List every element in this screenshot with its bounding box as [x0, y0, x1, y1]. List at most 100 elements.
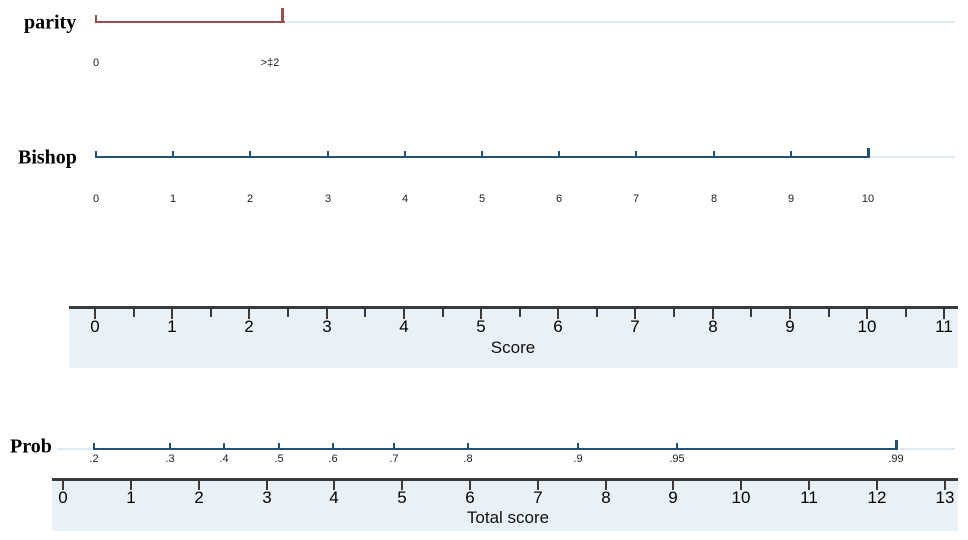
score-major-tick	[171, 309, 173, 319]
total-score-major-tick	[198, 481, 200, 490]
score-major-tick	[943, 309, 945, 319]
total-score-tick-label: 2	[194, 488, 204, 507]
score-major-tick	[248, 309, 250, 319]
score-tick-label: 11	[935, 317, 953, 336]
bishop-tick-label: 10	[861, 193, 875, 205]
bishop-tick	[866, 148, 870, 158]
prob-tick	[332, 443, 334, 450]
parity-line	[96, 21, 285, 23]
total-score-tick-label: 8	[601, 488, 611, 507]
score-tick-label: 8	[708, 317, 718, 336]
prob-tick-label: .5	[274, 453, 284, 465]
bishop-tick-label: 4	[401, 193, 409, 205]
total-score-axis-line	[52, 478, 958, 481]
bishop-tick-label: 5	[478, 193, 486, 205]
total-score-major-tick	[469, 481, 471, 490]
score-major-tick	[94, 309, 96, 319]
bishop-faint-line-0	[870, 156, 955, 158]
prob-tick-label: .3	[165, 453, 175, 465]
bishop-tick	[635, 151, 637, 158]
score-minor-tick	[442, 309, 444, 317]
prob-tick-label: .4	[219, 453, 229, 465]
bishop-tick	[404, 151, 406, 158]
total-score-major-tick	[401, 481, 403, 490]
score-minor-tick	[750, 309, 752, 317]
parity-tick	[280, 8, 284, 23]
score-minor-tick	[905, 309, 907, 317]
score-tick-label: 2	[244, 317, 254, 336]
score-major-tick	[557, 309, 559, 319]
total-score-band	[52, 481, 958, 531]
total-score-major-tick	[130, 481, 132, 490]
total-score-tick-label: 3	[262, 488, 272, 507]
score-major-tick	[712, 309, 714, 319]
bishop-tick-label: 3	[324, 193, 332, 205]
bishop-tick	[481, 151, 483, 158]
score-tick-label: 0	[90, 317, 100, 336]
prob-tick-label: .9	[573, 453, 583, 465]
total-score-major-tick	[672, 481, 674, 490]
total-score-tick-label: 1	[126, 488, 136, 507]
score-axis-line	[69, 306, 958, 309]
row-label-prob: Prob	[10, 435, 52, 458]
bishop-tick-label: 2	[246, 193, 254, 205]
parity-tick-label: 0	[92, 57, 100, 69]
score-major-tick	[326, 309, 328, 319]
total-score-tick-label: 13	[935, 488, 955, 507]
score-band	[69, 309, 958, 368]
score-minor-tick	[596, 309, 598, 317]
total-score-tick-label: 0	[58, 488, 68, 507]
total-score-tick-label: 7	[533, 488, 543, 507]
prob-tick	[467, 443, 469, 450]
bishop-tick	[95, 151, 97, 158]
bishop-tick	[713, 151, 715, 158]
prob-tick	[278, 443, 280, 450]
score-minor-tick	[519, 309, 521, 317]
prob-tick-label: .95	[669, 453, 685, 465]
total-score-tick-label: 10	[731, 488, 751, 507]
score-minor-tick	[287, 309, 289, 317]
bishop-tick-label: 0	[92, 193, 100, 205]
prob-tick-label: .8	[463, 453, 473, 465]
total-score-tick-label: 11	[800, 488, 818, 507]
prob-tick-label: .2	[89, 453, 99, 465]
prob-tick	[169, 443, 171, 450]
score-tick-label: 9	[785, 317, 795, 336]
total-score-major-tick	[944, 481, 946, 490]
score-tick-label: 5	[476, 317, 486, 336]
total-score-major-tick	[62, 481, 64, 490]
prob-faint-line-0	[57, 448, 93, 450]
bishop-tick-label: 8	[710, 193, 718, 205]
score-tick-label: 1	[167, 317, 177, 336]
prob-tick	[676, 443, 678, 450]
score-minor-tick	[210, 309, 212, 317]
score-tick-label: 10	[857, 317, 877, 336]
bishop-tick-label: 6	[555, 193, 563, 205]
bishop-tick-label: 9	[787, 193, 795, 205]
score-major-tick	[403, 309, 405, 319]
bishop-tick	[172, 151, 174, 158]
total-score-major-tick	[605, 481, 607, 490]
bishop-tick	[327, 151, 329, 158]
prob-tick-label: .6	[328, 453, 338, 465]
score-major-tick	[789, 309, 791, 319]
score-minor-tick	[828, 309, 830, 317]
total-score-tick-label: 5	[397, 488, 407, 507]
total-score-major-tick	[333, 481, 335, 490]
score-tick-label: 7	[630, 317, 640, 336]
score-major-tick	[634, 309, 636, 319]
total-score-major-tick	[266, 481, 268, 490]
parity-tick	[95, 15, 97, 23]
score-minor-tick	[673, 309, 675, 317]
total-score-tick-label: 9	[668, 488, 678, 507]
score-tick-label: 4	[399, 317, 409, 336]
score-minor-tick	[133, 309, 135, 317]
prob-tick	[93, 443, 95, 450]
score-axis-title: Score	[490, 338, 536, 357]
total-score-tick-label: 6	[465, 488, 475, 507]
prob-tick	[577, 443, 579, 450]
total-score-axis-title: Total score	[466, 508, 550, 527]
prob-tick-label: .99	[888, 453, 904, 465]
